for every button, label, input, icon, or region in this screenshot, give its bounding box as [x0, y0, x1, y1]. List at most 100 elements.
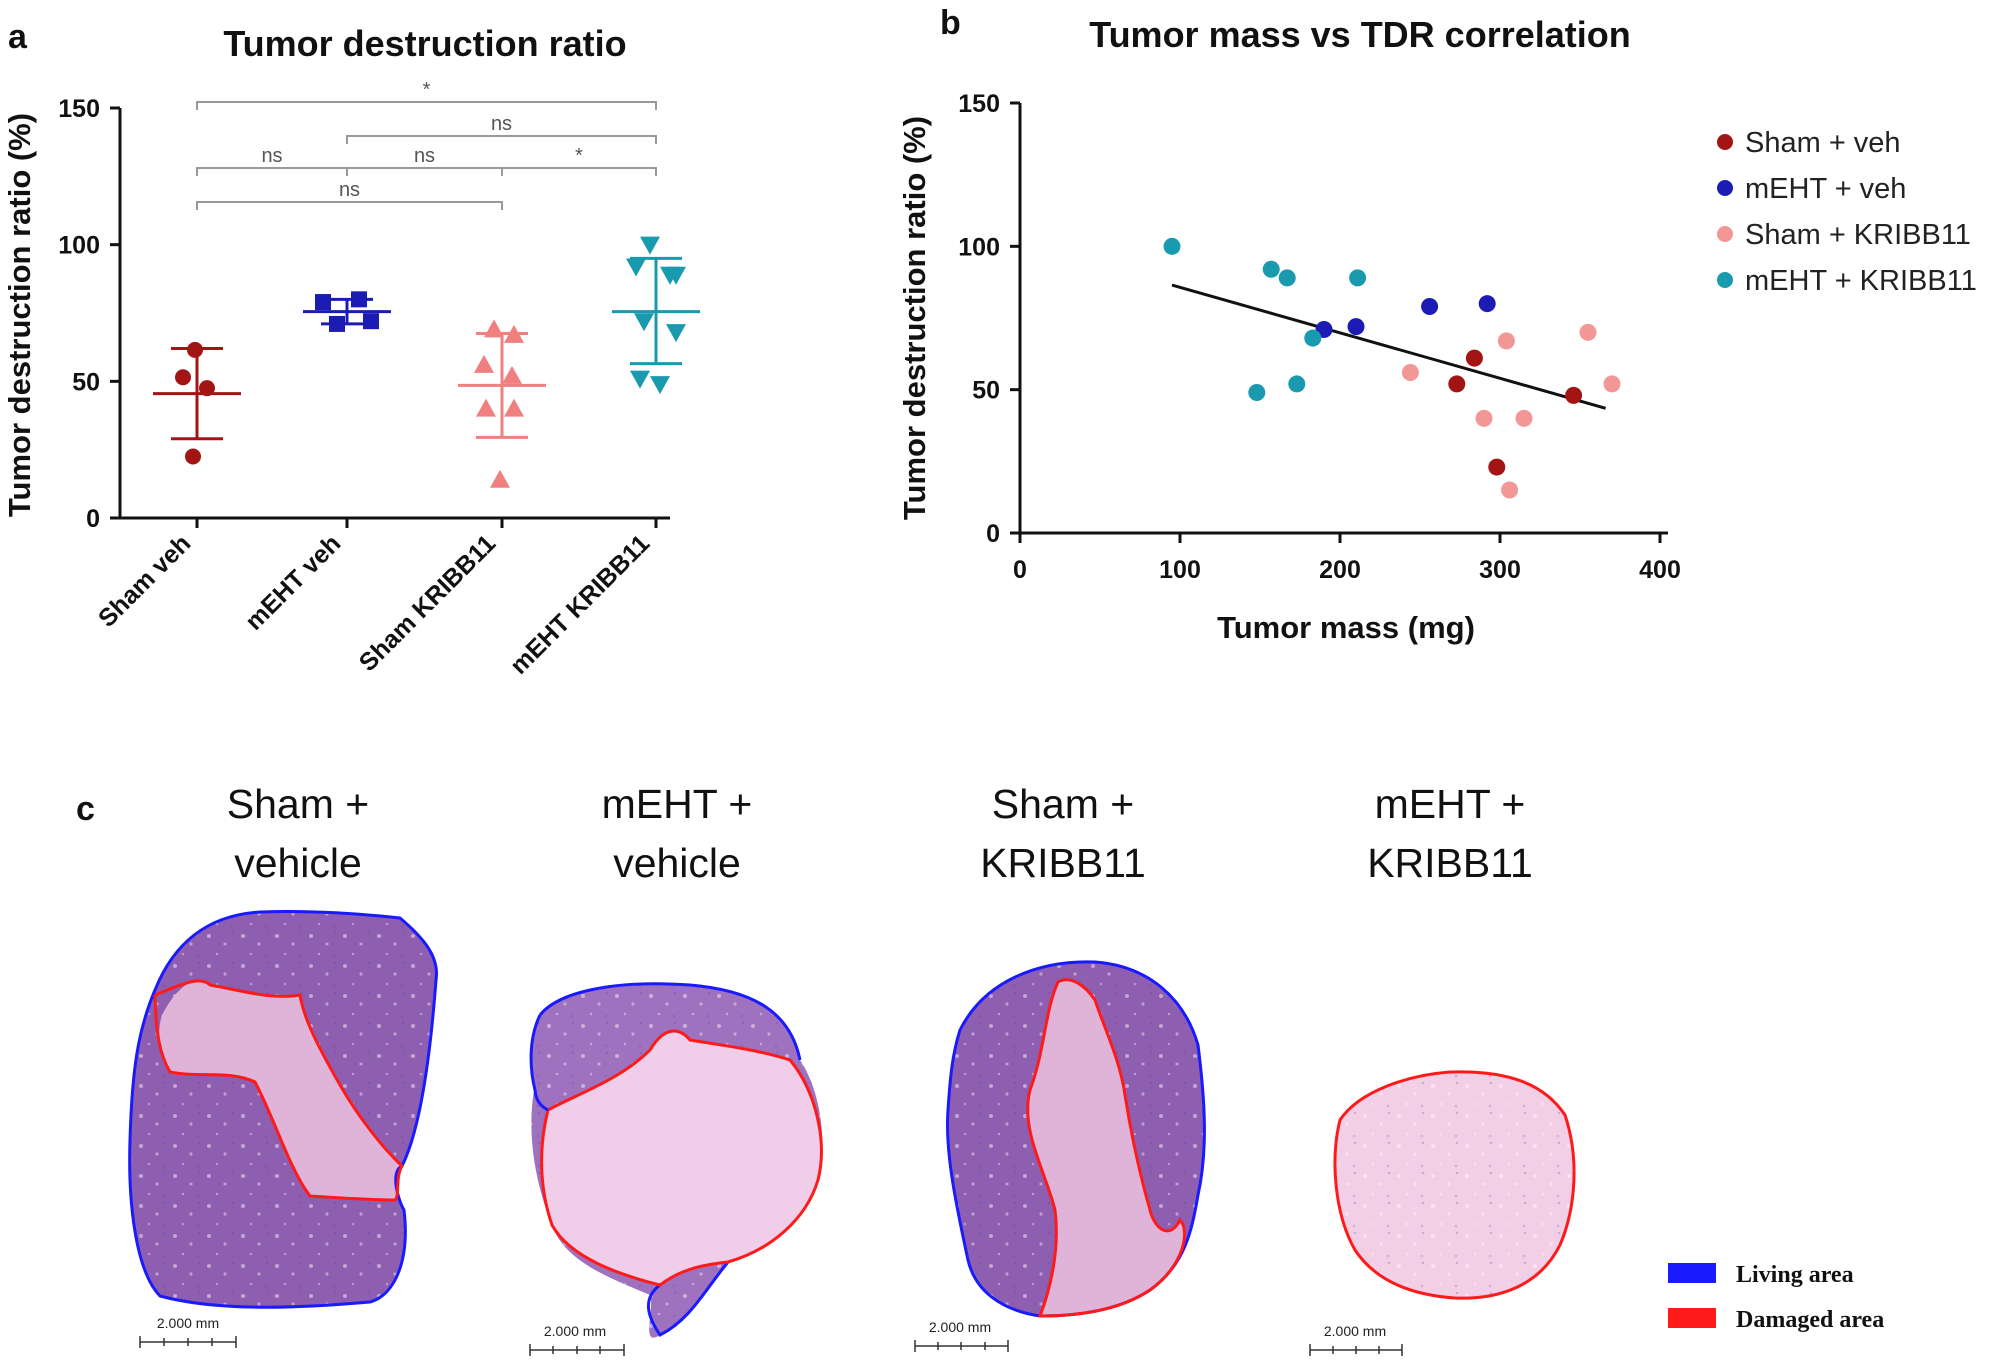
tumor-section-4 — [1333, 1070, 1576, 1300]
tumor-section-3 — [946, 960, 1206, 1318]
a-group-1 — [303, 291, 391, 332]
a-bracket-line — [196, 201, 503, 210]
b-data-point — [1278, 269, 1296, 287]
panel-b-letter: b — [940, 4, 961, 42]
b-data-point — [1515, 409, 1533, 427]
a-bracket-label: * — [575, 145, 583, 167]
a-bracket-label: ns — [339, 179, 360, 201]
b-data-point — [1478, 295, 1496, 313]
a-y-tick-label: 50 — [72, 368, 100, 396]
b-data-point — [1163, 237, 1181, 255]
panel-a-y-label: Tumor destruction ratio (%) — [2, 113, 37, 517]
a-x-tick-label: Sham KRIBB11 — [354, 529, 502, 677]
a-data-point — [329, 315, 345, 332]
panel-c-title-1-line1: Sham + — [227, 781, 369, 827]
living-outline-2b — [529, 1014, 549, 1112]
panel-c-title-2-line2: vehicle — [613, 840, 741, 886]
panel-b-x-label: Tumor mass (mg) — [1217, 610, 1475, 645]
a-data-point — [187, 341, 203, 358]
a-data-point — [363, 313, 379, 330]
panel-b-points — [1163, 237, 1621, 499]
b-data-point — [1262, 260, 1280, 278]
a-data-point — [634, 313, 654, 332]
a-bracket-line — [346, 167, 503, 176]
a-y-tick-label: 0 — [86, 505, 100, 533]
panel-a: a Tumor destruction ratio Tumor destruct… — [2, 18, 700, 680]
panel-c-title-3-line1: Sham + — [992, 781, 1134, 827]
scale-bar-2-line — [529, 1344, 625, 1356]
scale-bar-1: 2.000 mm — [139, 1315, 237, 1348]
b-y-tick-label: 0 — [986, 520, 1000, 548]
a-bracket-label: ns — [261, 145, 282, 167]
panel-b-y-label: Tumor destruction ratio (%) — [897, 116, 932, 520]
a-data-point — [640, 236, 660, 255]
a-data-point — [490, 469, 510, 488]
damaged-outline-3 — [1026, 978, 1187, 1318]
a-data-point — [666, 324, 686, 343]
b-x-tick-label: 0 — [1013, 556, 1027, 584]
legend-damaged-label: Damaged area — [1736, 1307, 1884, 1333]
damaged-outline-2 — [540, 1029, 823, 1287]
a-y-tick-label: 150 — [58, 95, 100, 123]
b-data-point — [1501, 481, 1519, 499]
scale-bar-4-line — [1309, 1344, 1403, 1356]
panel-b-fit-line — [1171, 283, 1607, 410]
a-data-point — [351, 291, 367, 308]
b-y-tick-label: 100 — [958, 233, 1000, 261]
b-legend-marker — [1717, 272, 1733, 288]
a-data-point — [666, 266, 686, 285]
panel-c-title-4-line1: mEHT + — [1375, 781, 1526, 827]
tumor-section-2 — [529, 982, 823, 1338]
scale-bar-3-label: 2.000 mm — [929, 1319, 991, 1335]
a-bracket-line — [196, 167, 348, 176]
b-x-tick-label: 400 — [1639, 556, 1681, 584]
b-y-tick-label: 50 — [972, 377, 1000, 405]
b-data-point — [1288, 375, 1306, 393]
scale-bar-2-label: 2.000 mm — [544, 1323, 606, 1339]
panel-b: b Tumor mass vs TDR correlation Tumor de… — [897, 4, 1977, 645]
b-data-point — [1349, 269, 1367, 287]
b-y-tick-label: 150 — [958, 90, 1000, 118]
b-data-point — [1579, 323, 1597, 341]
damaged-tissue-3 — [1027, 979, 1185, 1316]
a-x-tick-label: mEHT KRIBB11 — [505, 529, 656, 680]
a-bracket-line — [346, 135, 657, 144]
b-legend-label: Sham + veh — [1745, 127, 1901, 159]
panel-b-title: Tumor mass vs TDR correlation — [1089, 14, 1630, 55]
b-data-point — [1347, 318, 1365, 336]
panel-c-title-4-line2: KRIBB11 — [1367, 840, 1533, 886]
legend-living-swatch — [1668, 1263, 1716, 1283]
scale-bar-1-line — [139, 1336, 237, 1348]
a-data-point — [199, 380, 215, 397]
b-data-point — [1488, 458, 1506, 476]
a-bracket-label: ns — [491, 113, 512, 135]
panel-b-y-ticks: 0 50 100 150 — [958, 90, 1020, 548]
scale-bar-3: 2.000 mm — [914, 1319, 1009, 1352]
panel-c-title-2-line1: mEHT + — [602, 781, 753, 827]
scale-bar-4-label: 2.000 mm — [1324, 1323, 1386, 1339]
a-bracket-line — [501, 167, 657, 176]
tissue-4-texture — [1335, 1071, 1575, 1299]
living-outline-2 — [538, 982, 802, 1337]
b-legend-label: mEHT + KRIBB11 — [1745, 265, 1977, 297]
damaged-tissue-2 — [541, 1030, 822, 1285]
a-bracket-line — [196, 101, 657, 110]
b-x-tick-label: 200 — [1319, 556, 1361, 584]
a-group-0 — [153, 341, 241, 465]
a-data-point — [626, 258, 646, 277]
a-bracket-label: * — [423, 79, 431, 101]
a-group-2 — [458, 319, 546, 488]
scale-bar-4: 2.000 mm — [1309, 1323, 1403, 1356]
b-data-point — [1475, 409, 1493, 427]
b-legend-label: Sham + KRIBB11 — [1745, 219, 1971, 251]
b-data-point — [1565, 386, 1583, 404]
b-data-point — [1248, 384, 1266, 402]
b-data-point — [1465, 349, 1483, 367]
damaged-outline-1 — [153, 979, 404, 1202]
b-legend-marker — [1717, 180, 1733, 196]
panel-c: c Sham + vehicle mEHT + vehicle Sham + K… — [76, 781, 1884, 1356]
b-x-tick-label: 300 — [1479, 556, 1521, 584]
b-data-point — [1448, 375, 1466, 393]
b-data-point — [1497, 332, 1515, 350]
